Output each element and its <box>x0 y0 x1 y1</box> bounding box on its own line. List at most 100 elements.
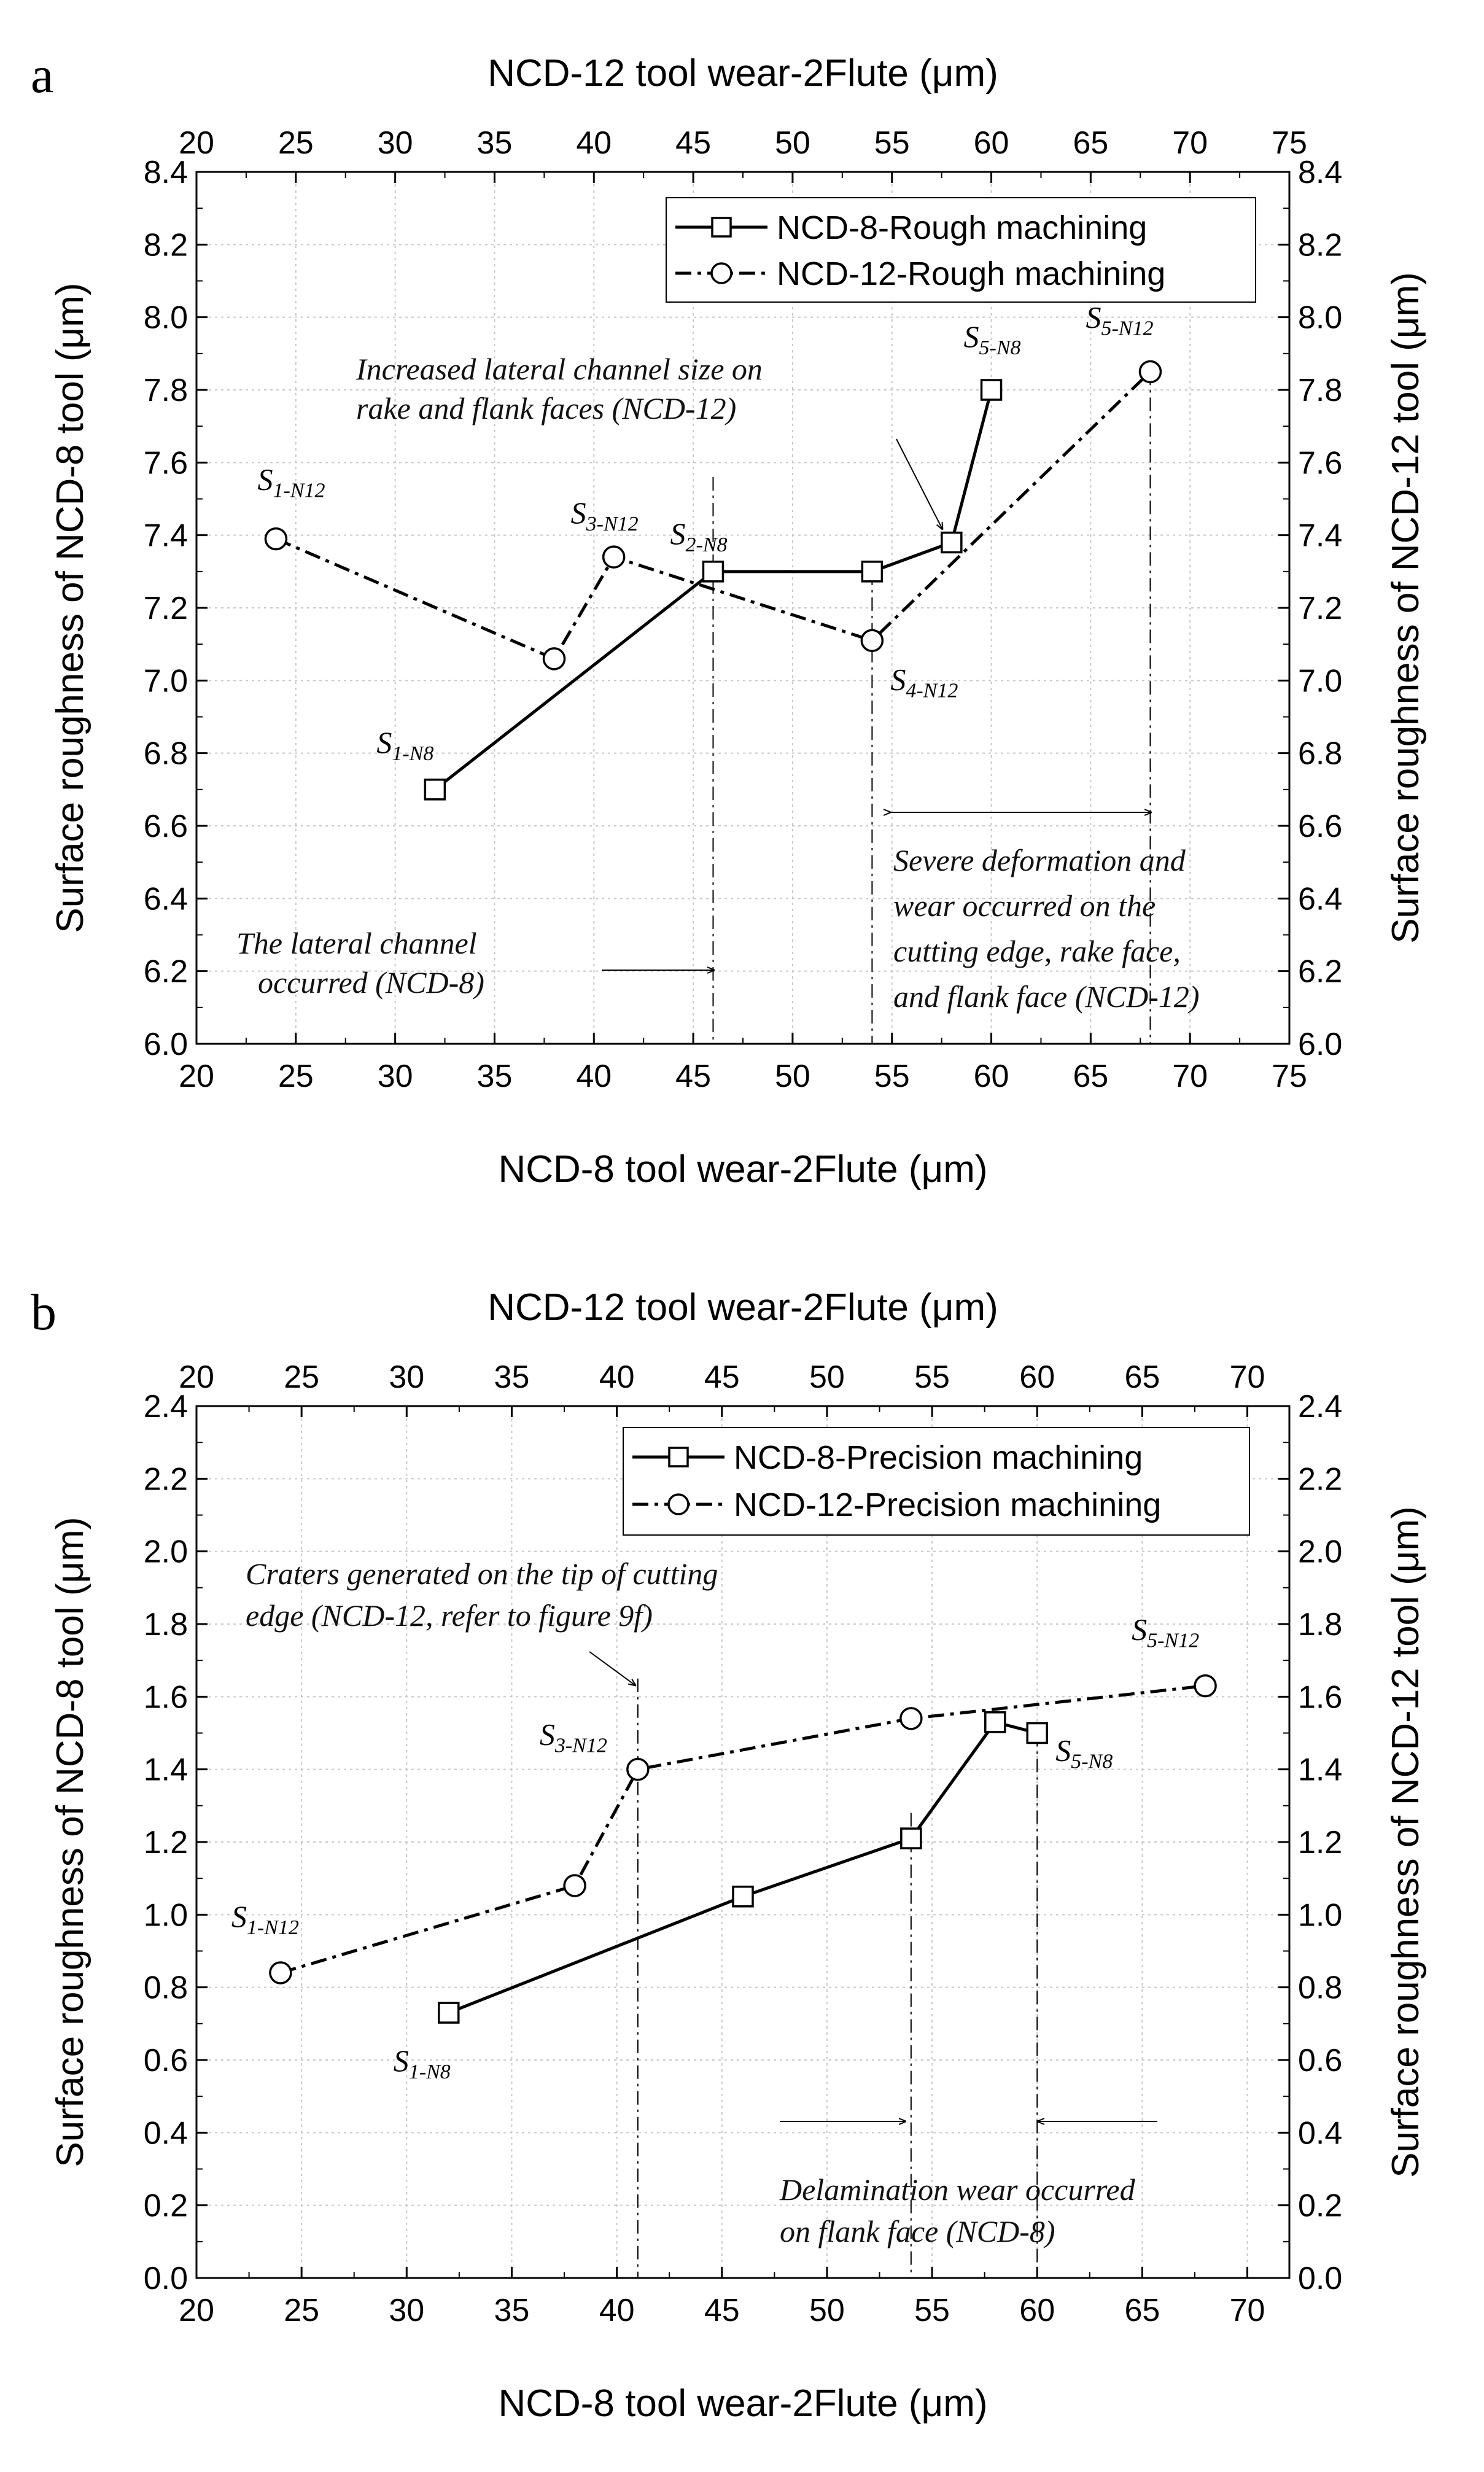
y-tick-label-right: 8.0 <box>1298 300 1342 336</box>
data-point-square <box>984 1711 1006 1733</box>
x-tick-label-top: 20 <box>179 125 214 161</box>
y-axis-title-right: Surface roughness of NCD-12 tool (μm) <box>1385 1506 1427 2178</box>
y-tick-label-right: 0.4 <box>1298 2115 1342 2151</box>
x-tick-label-bottom: 30 <box>389 2293 424 2328</box>
series <box>264 360 1162 801</box>
series-line-circle <box>280 1684 1206 1975</box>
annotation-delamination: Delamination wear occurred on flank face… <box>779 2121 1157 2249</box>
y-tick-label-left: 8.4 <box>144 155 188 190</box>
panel-b: b 0.0 0.0 0.2 0.2 0.4 0.4 0.6 0.6 0.8 0.8 1.0 1.0 1.… <box>31 1284 1427 2425</box>
x-tick-label-top: 40 <box>576 125 612 161</box>
y-tick-label-right: 1.0 <box>1298 1897 1342 1933</box>
data-point-circle <box>899 1707 923 1730</box>
x-tick-label-top: 55 <box>874 125 910 161</box>
y-tick-label-left: 6.4 <box>144 881 188 917</box>
data-point-circle <box>602 545 626 569</box>
axis-ticks: 6.0 6.0 6.2 6.2 6.4 6.4 6.6 6.6 6.8 6.8 7.0 7.0 7.2 7… <box>144 125 1343 1094</box>
y-tick-label-left: 0.8 <box>144 1970 188 2006</box>
y-axis-title-left: Surface roughness of NCD-8 tool (μm) <box>49 282 91 933</box>
annotation-arrow <box>896 438 942 529</box>
x-tick-label-bottom: 50 <box>775 1059 810 1094</box>
annotation-text: wear occurred on the <box>893 888 1156 923</box>
data-point-square <box>732 1886 754 1908</box>
x-tick-label-bottom: 20 <box>179 2293 214 2328</box>
x-axis-title-top: NCD-12 tool wear-2Flute (μm) <box>488 1286 998 1329</box>
y-tick-label-right: 1.6 <box>1298 1679 1342 1715</box>
legend-label: NCD-8-Rough machining <box>777 209 1147 246</box>
y-tick-label-right: 1.2 <box>1298 1825 1342 1860</box>
x-tick-label-top: 60 <box>1019 1359 1055 1395</box>
y-tick-label-right: 0.0 <box>1298 2261 1342 2296</box>
x-tick-label-bottom: 45 <box>704 2293 740 2328</box>
point-label: S5-N12 <box>1086 300 1153 340</box>
y-tick-label-right: 7.2 <box>1298 591 1342 626</box>
y-tick-label-right: 6.0 <box>1298 1027 1342 1062</box>
x-tick-label-top: 45 <box>675 125 711 161</box>
data-point-circle <box>1138 360 1162 384</box>
annotation-arrow <box>589 1651 635 1685</box>
point-label: S5-N8 <box>964 319 1021 359</box>
y-tick-label-right: 6.4 <box>1298 881 1342 917</box>
point-label: S1-N12 <box>257 462 325 502</box>
y-tick-label-left: 7.2 <box>144 591 188 626</box>
data-point-circle <box>860 629 884 652</box>
y-tick-label-right: 0.2 <box>1298 2188 1342 2224</box>
y-tick-label-right: 7.0 <box>1298 663 1342 699</box>
y-tick-label-left: 1.0 <box>144 1897 188 1933</box>
x-tick-label-bottom: 35 <box>494 2293 530 2328</box>
y-tick-label-left: 8.2 <box>144 227 188 263</box>
x-tick-label-bottom: 25 <box>284 2293 319 2328</box>
data-point-circle <box>264 527 288 551</box>
y-tick-label-right: 1.4 <box>1298 1752 1342 1788</box>
y-tick-label-right: 2.2 <box>1298 1461 1342 1497</box>
x-tick-label-bottom: 75 <box>1272 1059 1307 1094</box>
series-line-square <box>448 1720 1038 2015</box>
y-tick-label-right: 7.4 <box>1298 518 1342 554</box>
x-tick-label-top: 35 <box>477 125 513 161</box>
y-tick-label-left: 0.4 <box>144 2115 188 2151</box>
x-tick-label-top: 55 <box>914 1359 950 1395</box>
x-tick-label-bottom: 25 <box>278 1059 314 1094</box>
y-tick-label-left: 6.8 <box>144 736 188 772</box>
annotation-text: cutting edge, rake face, <box>893 934 1181 968</box>
data-point-square <box>861 561 884 583</box>
annotation-text: Increased lateral channel size on <box>355 352 763 386</box>
annotation-lateral-channel-size: Increased lateral channel size on rake a… <box>355 352 942 529</box>
legend-label: NCD-12-Precision machining <box>734 1487 1161 1523</box>
data-point-square <box>438 2002 460 2024</box>
point-label: S3-N12 <box>540 1717 607 1757</box>
annotation-text: Severe deformation and <box>893 843 1186 877</box>
y-tick-label-right: 7.6 <box>1298 445 1342 481</box>
data-point-circle <box>626 1757 650 1781</box>
x-tick-label-top: 75 <box>1272 125 1307 161</box>
data-point-square <box>424 779 446 801</box>
y-tick-label-left: 2.0 <box>144 1534 188 1570</box>
data-point-square <box>702 561 725 583</box>
y-tick-label-right: 0.8 <box>1298 1970 1342 2006</box>
y-tick-label-right: 1.8 <box>1298 1607 1342 1642</box>
x-tick-label-top: 45 <box>704 1359 740 1395</box>
x-tick-label-top: 40 <box>599 1359 635 1395</box>
y-tick-label-left: 8.0 <box>144 300 188 336</box>
legend: NCD-8-Rough machining NCD-12-Rough machi… <box>666 197 1256 303</box>
grid <box>196 1406 1289 2278</box>
y-tick-label-left: 1.8 <box>144 1607 188 1642</box>
y-tick-label-left: 2.4 <box>144 1389 188 1425</box>
x-tick-label-top: 25 <box>278 125 314 161</box>
y-tick-label-left: 2.2 <box>144 1461 188 1497</box>
legend-box <box>623 1427 1250 1536</box>
legend-label: NCD-8-Precision machining <box>734 1439 1143 1476</box>
annotation-lateral-channel: The lateral channel occurred (NCD-8) <box>236 926 714 1000</box>
y-tick-label-left: 7.8 <box>144 373 188 408</box>
x-tick-label-bottom: 70 <box>1230 2293 1265 2328</box>
panel-letter-a: a <box>31 47 53 104</box>
y-tick-label-left: 0.2 <box>144 2188 188 2224</box>
annotation-severe-deformation: Severe deformation and wear occurred on … <box>890 812 1200 1014</box>
y-tick-label-right: 2.0 <box>1298 1534 1342 1570</box>
x-tick-label-bottom: 60 <box>1019 2293 1055 2328</box>
annotation-text: rake and flank faces (NCD-12) <box>356 391 736 426</box>
legend-marker-square <box>711 217 732 238</box>
x-tick-label-bottom: 35 <box>477 1059 513 1094</box>
annotation-text: Craters generated on the tip of cutting <box>246 1557 718 1591</box>
point-label: S3-N12 <box>571 496 639 535</box>
